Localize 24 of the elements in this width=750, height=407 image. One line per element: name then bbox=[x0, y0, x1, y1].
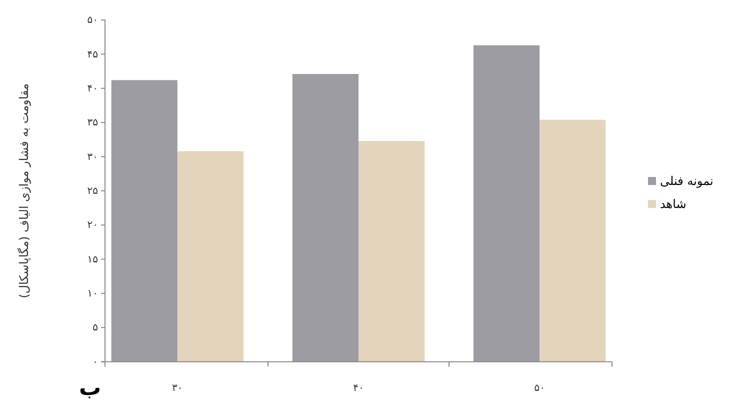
y-tick-label: ۲۵ bbox=[87, 186, 98, 198]
y-tick-label: ۴۰ bbox=[87, 84, 98, 95]
bar bbox=[111, 80, 178, 362]
text: ب bbox=[78, 376, 102, 401]
x-tick-label: ۳۰ bbox=[172, 382, 183, 394]
y-tick-label: ۲۰ bbox=[87, 220, 98, 232]
bar bbox=[540, 120, 606, 362]
bar bbox=[292, 74, 358, 362]
bar bbox=[177, 151, 244, 362]
bar bbox=[358, 140, 425, 362]
x-tick-label: ۴۰ bbox=[353, 382, 364, 394]
y-tick-label: ۳۰ bbox=[87, 152, 98, 163]
y-tick-label: ۰ bbox=[92, 356, 98, 368]
y-tick-label: ۵ bbox=[92, 322, 98, 334]
bar bbox=[473, 45, 540, 362]
y-tick-label: ۱۰ bbox=[87, 288, 98, 300]
y-tick-label: ۵۰ bbox=[87, 15, 98, 26]
y-tick-label: ۳۵ bbox=[87, 118, 98, 129]
legend-label: نمونه فنلی bbox=[660, 174, 714, 188]
y-tick-label: ۱۵ bbox=[87, 254, 98, 266]
x-tick-label: ۵۰ bbox=[534, 382, 545, 394]
legend-label: شاهد bbox=[660, 197, 686, 211]
y-tick-label: ۴۵ bbox=[87, 49, 98, 60]
y-axis-title: مقاومت به فشار موازی الیاف (مگاپاسکال) bbox=[17, 83, 31, 298]
